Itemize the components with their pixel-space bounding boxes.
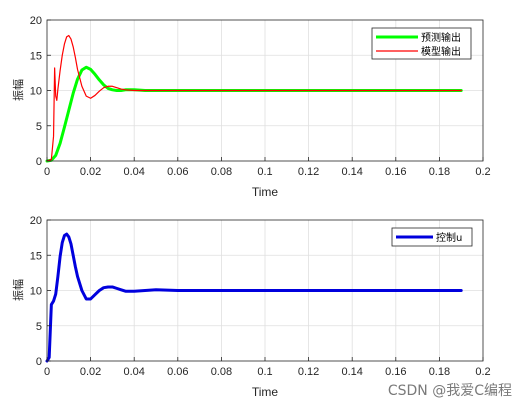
top-xtick-label-9: 0.18	[429, 166, 450, 178]
legend-label-predicted: 预测输出	[421, 31, 461, 44]
bottom-xtick-label-7: 0.14	[341, 366, 362, 378]
bottom-plot: 0 0.02 0.04 0.06 0.08 0.1 0.12 0.14 0.16 0.18 0.2 0…	[11, 215, 491, 399]
bottom-xtick-label-9: 0.18	[429, 366, 450, 378]
top-legend-box	[371, 27, 472, 60]
top-ytick-label-1: 5	[36, 121, 42, 133]
top-xtick-label-6: 0.12	[298, 166, 319, 178]
top-xtick-label-5: 0.1	[257, 166, 272, 178]
bottom-plot-ylabel: 振幅	[11, 279, 25, 301]
bottom-xtick-label-5: 0.1	[257, 366, 272, 378]
bottom-xtick-label-8: 0.16	[385, 366, 406, 378]
bottom-xtick-label-0: 0	[44, 366, 50, 378]
bottom-plot-legend: 控制u	[391, 227, 473, 247]
bottom-ytick-label-2: 10	[30, 286, 42, 298]
bottom-ytick-label-0: 0	[36, 356, 42, 368]
top-xtick-label-1: 0.02	[80, 166, 101, 178]
top-ytick-label-4: 20	[30, 15, 42, 27]
bottom-xtick-label-3: 0.06	[167, 366, 188, 378]
top-xtick-label-0: 0	[44, 166, 50, 178]
top-xtick-label-7: 0.14	[341, 166, 362, 178]
top-plot-ylabel: 振幅	[11, 79, 25, 101]
bottom-xtick-label-10: 0.2	[475, 366, 490, 378]
bottom-plot-xlabel: Time	[252, 385, 279, 399]
bottom-xtick-label-4: 0.08	[211, 366, 232, 378]
top-plot-ticks: 0 0.02 0.04 0.06 0.08 0.1 0.12 0.14 0.16 0.18 0.2 0…	[30, 15, 491, 178]
top-xtick-label-2: 0.04	[123, 166, 144, 178]
top-xtick-label-8: 0.16	[385, 166, 406, 178]
bottom-ytick-label-1: 5	[36, 321, 42, 333]
top-ytick-label-2: 10	[30, 86, 42, 98]
top-xtick-label-10: 0.2	[475, 166, 490, 178]
top-plot-legend: 预测输出 模型输出	[371, 27, 472, 60]
bottom-xtick-label-1: 0.02	[80, 366, 101, 378]
top-plot-series	[45, 34, 463, 163]
watermark-text: CSDN @我爱C编程	[388, 383, 512, 399]
legend-label-model: 模型输出	[421, 45, 461, 58]
bottom-xtick-label-6: 0.12	[298, 366, 319, 378]
bottom-xtick-label-2: 0.04	[123, 366, 144, 378]
top-plot: 0 0.02 0.04 0.06 0.08 0.1 0.12 0.14 0.16 0.18 0.2 0…	[11, 15, 491, 199]
bottom-series-line-0	[45, 232, 463, 363]
top-series-line-1	[46, 34, 462, 162]
top-ytick-label-3: 15	[30, 50, 42, 62]
bottom-ytick-label-4: 20	[30, 215, 42, 227]
top-xtick-label-4: 0.08	[211, 166, 232, 178]
bottom-ytick-label-3: 15	[30, 250, 42, 262]
legend-label-control: 控制u	[436, 231, 462, 244]
top-ytick-label-0: 0	[36, 156, 42, 168]
top-plot-xlabel: Time	[252, 185, 279, 199]
top-xtick-label-3: 0.06	[167, 166, 188, 178]
bottom-plot-ticks: 0 0.02 0.04 0.06 0.08 0.1 0.12 0.14 0.16 0.18 0.2 0…	[30, 215, 491, 378]
bottom-plot-series	[45, 232, 463, 363]
